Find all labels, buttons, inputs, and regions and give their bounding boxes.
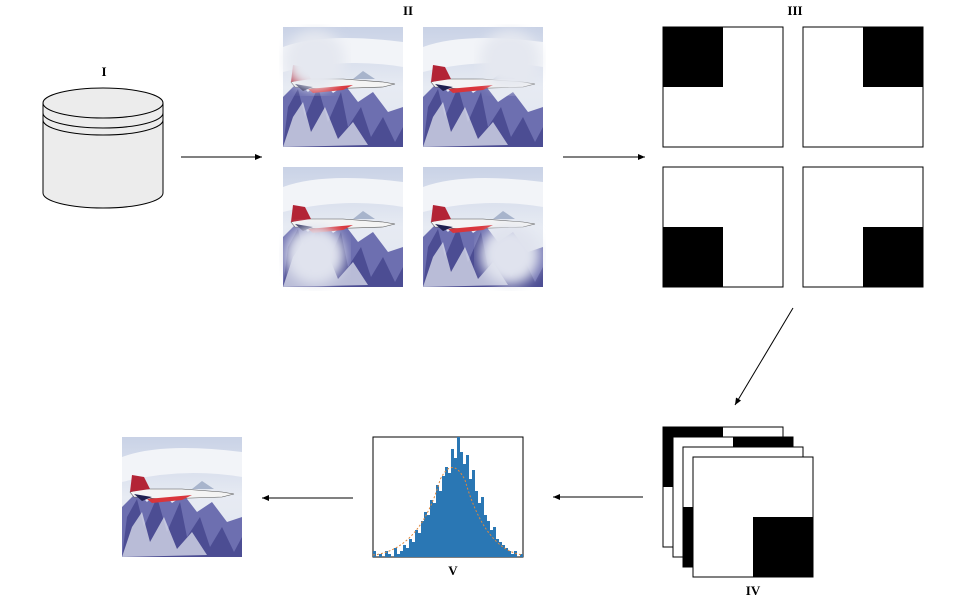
histogram-bar	[475, 491, 478, 557]
histogram-bar	[448, 473, 451, 557]
histogram-bar	[433, 503, 436, 557]
histogram-bar	[499, 542, 502, 557]
histogram-bar	[451, 449, 454, 557]
histogram-bar	[397, 554, 400, 557]
histogram-bar	[409, 539, 412, 557]
histogram-bar	[481, 497, 484, 557]
histogram-bar	[511, 554, 514, 557]
histogram-bar	[484, 515, 487, 557]
masks	[662, 26, 924, 288]
histogram-bar	[460, 452, 463, 557]
histogram-bar	[520, 554, 523, 557]
histogram-bar	[505, 548, 508, 557]
histogram-bar	[415, 530, 418, 557]
label: I	[101, 64, 106, 79]
histogram-bar	[493, 527, 496, 557]
histogram-bar	[394, 548, 397, 557]
histogram-bar	[406, 548, 409, 557]
histogram-bar	[400, 551, 403, 557]
histogram-bar	[469, 479, 472, 557]
histogram-bar	[496, 539, 499, 557]
histogram-bar	[442, 476, 445, 557]
cylinder-top	[42, 87, 164, 119]
histogram-bar	[430, 500, 433, 557]
histogram-bar	[424, 512, 427, 557]
histogram-bar	[466, 455, 469, 557]
arrow	[734, 307, 794, 406]
cylinder-rings	[42, 112, 164, 136]
histogram	[373, 437, 523, 557]
mask-stack	[662, 426, 814, 578]
histogram-bar	[379, 554, 382, 557]
histogram-bar	[388, 554, 391, 557]
histogram-bar	[445, 467, 448, 557]
fit-curve	[372, 467, 524, 556]
histogram-bar	[478, 503, 481, 557]
histogram-bar	[490, 530, 493, 557]
output-image	[122, 437, 242, 557]
histogram-bar	[508, 551, 511, 557]
histogram-bar	[502, 545, 505, 557]
histogram-bar	[412, 542, 415, 557]
label: II	[403, 3, 413, 18]
histogram-bar	[463, 464, 466, 557]
histogram-bar	[487, 521, 490, 557]
cylinder	[42, 103, 164, 209]
histogram-bar	[373, 551, 376, 557]
histogram-bar	[436, 485, 439, 557]
histogram-bar	[454, 458, 457, 557]
histogram-bar	[385, 551, 388, 557]
histogram-bar	[427, 515, 430, 557]
label: IV	[746, 583, 761, 598]
histogram-bar	[439, 491, 442, 557]
label: V	[448, 563, 458, 578]
histogram-bar	[514, 551, 517, 557]
crop-images	[283, 27, 543, 287]
label: III	[787, 3, 802, 18]
histogram-bar	[403, 545, 406, 557]
histogram-bar	[457, 437, 460, 557]
histogram-bar	[418, 533, 421, 557]
histogram-bar	[472, 470, 475, 557]
histogram-bar	[421, 521, 424, 557]
